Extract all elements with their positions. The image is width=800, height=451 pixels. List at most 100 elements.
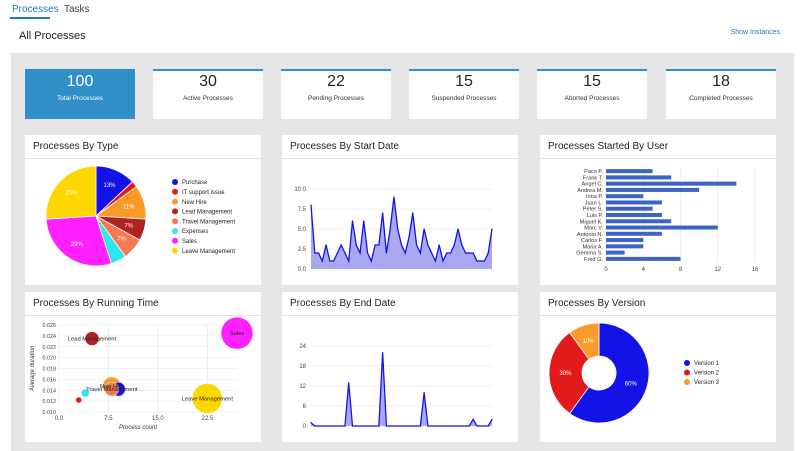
bar-gemma-s bbox=[606, 250, 625, 255]
pie-slice-label: 60% bbox=[625, 381, 638, 387]
category-label: Marc V. bbox=[584, 226, 603, 232]
data-point bbox=[487, 252, 489, 254]
data-point bbox=[449, 425, 452, 427]
card-title: Processes By End Date bbox=[282, 292, 518, 316]
bubble-expenses bbox=[81, 388, 90, 398]
x-tick-label: 8 bbox=[679, 267, 683, 273]
kpi-active-processes[interactable]: 30 Active Processes bbox=[153, 69, 263, 119]
processes-by-start-date-chart: 0.0 2.5 5.0 7.5 10.0 bbox=[294, 187, 493, 273]
data-point bbox=[415, 425, 418, 427]
legend-label: Leave Management bbox=[182, 249, 235, 255]
data-point bbox=[321, 425, 323, 427]
page-title: All Processes bbox=[19, 30, 86, 42]
category-label: Antonio N. bbox=[577, 232, 604, 238]
legend-marker bbox=[172, 179, 178, 185]
data-point bbox=[355, 244, 357, 246]
card-title: Processes By Version bbox=[540, 292, 776, 316]
y-tick-label: 18 bbox=[299, 364, 306, 370]
card-processes-by-version: Processes By Version 60% 30% 10% Version 1 V… bbox=[540, 292, 776, 442]
pie-slice-leave-management bbox=[45, 165, 97, 220]
data-point bbox=[359, 425, 361, 427]
data-point bbox=[438, 244, 440, 246]
data-point bbox=[378, 244, 380, 246]
bar-luis-p bbox=[606, 212, 662, 218]
kpi-completed-processes[interactable]: 18 Completed Processes bbox=[666, 69, 776, 119]
data-point bbox=[465, 425, 467, 427]
legend-marker bbox=[172, 228, 178, 234]
data-point bbox=[317, 425, 320, 427]
bar-antonio-n bbox=[606, 231, 662, 236]
data-point bbox=[415, 244, 418, 246]
data-point bbox=[468, 252, 470, 254]
category-label: Paco P. bbox=[584, 169, 603, 175]
tab-processes[interactable]: Processes bbox=[12, 4, 59, 15]
card-processes-by-end-date: Processes By End Date 0 6 12 18 24 bbox=[282, 292, 518, 442]
bubble-label: New Hire bbox=[100, 384, 124, 390]
category-label: Angel C. bbox=[582, 182, 604, 188]
card-title: Processes By Start Date bbox=[282, 135, 518, 159]
data-point bbox=[329, 425, 331, 427]
data-point bbox=[480, 425, 482, 427]
data-point bbox=[483, 260, 486, 262]
data-point bbox=[476, 260, 478, 262]
legend-label: Travel Management bbox=[182, 219, 235, 225]
data-point bbox=[491, 228, 493, 230]
card-processes-by-running-time: Processes By Running Time 0.010 0.012 0.01… bbox=[25, 292, 261, 442]
bar-marc-v bbox=[606, 225, 718, 230]
data-point bbox=[333, 425, 335, 427]
data-point bbox=[442, 260, 444, 262]
data-point bbox=[314, 425, 316, 427]
legend-marker bbox=[172, 208, 178, 215]
data-point bbox=[389, 228, 391, 230]
data-point bbox=[366, 252, 369, 254]
data-point bbox=[370, 425, 372, 427]
bar-frank-t bbox=[606, 175, 672, 180]
pie-slice-label: 11% bbox=[123, 205, 135, 211]
y-tick-label: 0.020 bbox=[43, 356, 57, 362]
data-point bbox=[480, 260, 482, 262]
card-title: Processes By Type bbox=[25, 135, 261, 159]
data-point bbox=[487, 425, 489, 427]
kpi-value: 100 bbox=[66, 73, 94, 90]
legend-marker bbox=[172, 237, 178, 244]
data-point bbox=[310, 422, 312, 424]
bubble-travel-management bbox=[104, 381, 119, 397]
y-tick-label: 5.0 bbox=[298, 227, 307, 233]
y-tick-label: 0.014 bbox=[43, 388, 57, 394]
bar-juan-l bbox=[606, 200, 662, 205]
data-point bbox=[491, 418, 493, 420]
kpi-pending-processes[interactable]: 22 Pending Processes bbox=[281, 69, 391, 119]
legend-marker bbox=[172, 198, 178, 205]
legend-label: Version 3 bbox=[694, 380, 720, 386]
data-point bbox=[333, 260, 335, 262]
tab-tasks[interactable]: Tasks bbox=[64, 4, 90, 15]
data-point bbox=[457, 228, 459, 230]
processes-by-user-chart: 0 4 8 12 16 Paco P.Frank T.Angel C.Andrea M.I… bbox=[576, 168, 759, 273]
show-instances-link[interactable]: Show Instances bbox=[730, 29, 780, 36]
pie-slice-sales bbox=[45, 215, 112, 267]
data-point bbox=[363, 220, 365, 222]
kpi-total-processes[interactable]: 100 Total Processes bbox=[25, 69, 135, 119]
y-tick-label: 0.016 bbox=[43, 377, 57, 383]
data-point bbox=[412, 425, 414, 427]
area-fill bbox=[311, 352, 492, 426]
area-fill bbox=[311, 197, 492, 269]
kpi-aborted-processes[interactable]: 15 Aborted Processes bbox=[537, 69, 647, 119]
pie-slice-version-1 bbox=[569, 322, 650, 424]
kpi-value: 18 bbox=[712, 73, 730, 90]
y-tick-label: 10.0 bbox=[294, 187, 306, 193]
kpi-suspended-processes[interactable]: 15 Suspended Processes bbox=[409, 69, 519, 119]
data-point bbox=[344, 425, 346, 427]
data-point bbox=[483, 425, 486, 427]
category-label: Maria A. bbox=[582, 244, 603, 250]
data-point bbox=[321, 260, 323, 262]
legend-marker bbox=[172, 218, 178, 225]
x-tick-label: 4 bbox=[642, 267, 646, 273]
bar-irina-p bbox=[606, 194, 644, 199]
legend-label: Expenses bbox=[182, 229, 208, 235]
x-tick-label: 7.5 bbox=[104, 416, 113, 422]
x-tick-label: 12 bbox=[714, 267, 721, 273]
x-tick-label: 0 bbox=[604, 267, 608, 273]
data-point bbox=[438, 425, 440, 427]
data-point bbox=[329, 260, 331, 262]
